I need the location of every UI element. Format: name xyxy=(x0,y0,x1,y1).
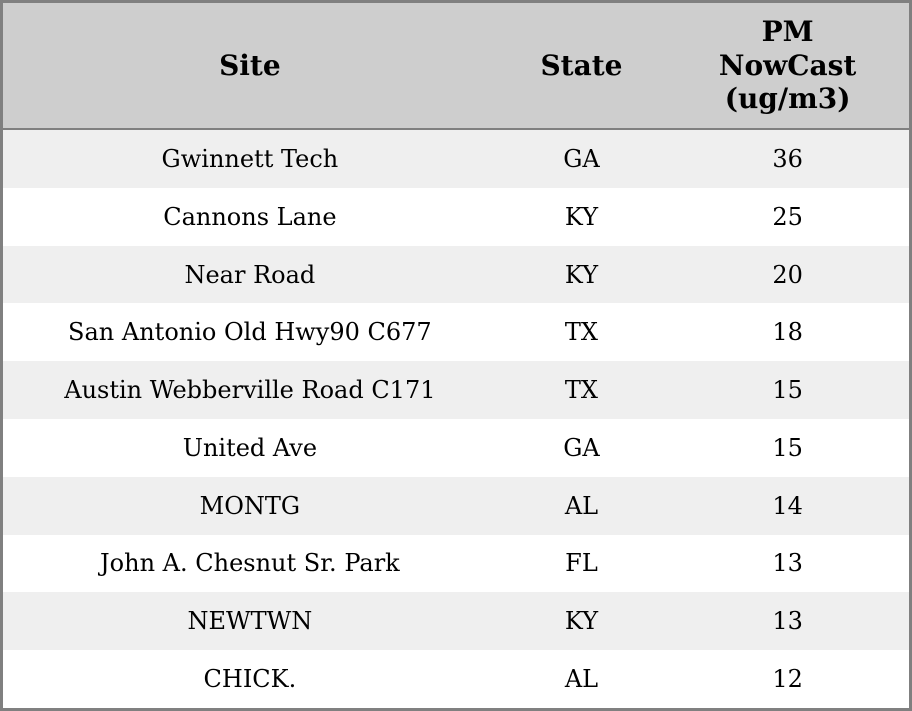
cell-site: John A. Chesnut Sr. Park xyxy=(3,534,497,593)
table-row: Near Road KY 20 xyxy=(3,245,909,304)
cell-state: KY xyxy=(496,245,667,304)
cell-state: AL xyxy=(496,650,667,708)
cell-pm: 18 xyxy=(666,303,909,362)
table-body: Gwinnett Tech GA 36 Cannons Lane KY 25 N… xyxy=(3,129,909,708)
table-row: San Antonio Old Hwy90 C677 TX 18 xyxy=(3,303,909,362)
table-row: NEWTWN KY 13 xyxy=(3,592,909,651)
cell-state: GA xyxy=(496,129,667,188)
cell-state: KY xyxy=(496,187,667,246)
cell-pm: 14 xyxy=(666,476,909,535)
table-row: John A. Chesnut Sr. Park FL 13 xyxy=(3,534,909,593)
cell-state: FL xyxy=(496,534,667,593)
cell-state: TX xyxy=(496,361,667,419)
table-row: Cannons Lane KY 25 xyxy=(3,187,909,246)
table-row: Austin Webberville Road C171 TX 15 xyxy=(3,361,909,419)
table-header: Site State PM NowCast (ug/m3) xyxy=(3,3,909,130)
cell-state: TX xyxy=(496,303,667,362)
cell-state: AL xyxy=(496,476,667,535)
cell-state: KY xyxy=(496,592,667,651)
cell-pm: 15 xyxy=(666,419,909,477)
cell-state: GA xyxy=(496,419,667,477)
header-state: State xyxy=(496,3,667,130)
pm-nowcast-table: Site State PM NowCast (ug/m3) Gwinnett T… xyxy=(3,3,909,708)
table-row: Gwinnett Tech GA 36 xyxy=(3,129,909,188)
cell-site: Austin Webberville Road C171 xyxy=(3,361,497,419)
table-row: United Ave GA 15 xyxy=(3,419,909,477)
cell-site: United Ave xyxy=(3,419,497,477)
table-row: CHICK. AL 12 xyxy=(3,650,909,708)
header-row: Site State PM NowCast (ug/m3) xyxy=(3,3,909,130)
cell-site: MONTG xyxy=(3,476,497,535)
cell-site: NEWTWN xyxy=(3,592,497,651)
cell-pm: 25 xyxy=(666,187,909,246)
cell-pm: 36 xyxy=(666,129,909,188)
cell-site: Gwinnett Tech xyxy=(3,129,497,188)
cell-site: CHICK. xyxy=(3,650,497,708)
cell-site: Near Road xyxy=(3,245,497,304)
header-site: Site xyxy=(3,3,497,130)
cell-pm: 13 xyxy=(666,534,909,593)
cell-pm: 15 xyxy=(666,361,909,419)
cell-pm: 20 xyxy=(666,245,909,304)
cell-pm: 12 xyxy=(666,650,909,708)
cell-pm: 13 xyxy=(666,592,909,651)
cell-site: Cannons Lane xyxy=(3,187,497,246)
cell-site: San Antonio Old Hwy90 C677 xyxy=(3,303,497,362)
table-row: MONTG AL 14 xyxy=(3,476,909,535)
header-pm-nowcast: PM NowCast (ug/m3) xyxy=(666,3,909,130)
